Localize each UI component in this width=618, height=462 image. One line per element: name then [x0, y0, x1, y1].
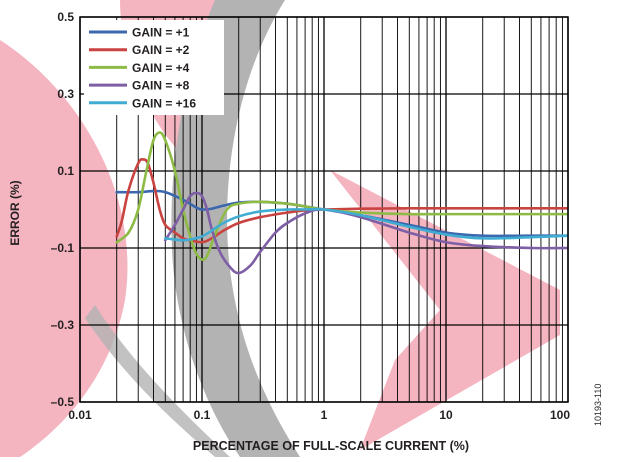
legend-label: GAIN = +8	[132, 79, 190, 93]
legend-label: GAIN = +4	[132, 61, 190, 75]
plot-border	[79, 16, 569, 403]
legend-label: GAIN = +16	[132, 96, 196, 110]
series-line-gain-4	[163, 191, 568, 275]
watermark-pink-right	[330, 170, 560, 450]
series-line-gain-2	[115, 158, 568, 244]
series-lines	[115, 131, 568, 275]
legend: GAIN = +1 GAIN = +2 GAIN = +4 GAIN = +8 GAIN…	[84, 20, 224, 115]
plot-frame	[79, 16, 569, 403]
y-tick-label: –0.5	[51, 395, 75, 409]
figure-id: 10193-110	[593, 384, 603, 426]
y-tick-label: 0.1	[57, 164, 74, 178]
y-tick-label: 0.3	[57, 87, 74, 101]
legend-label: GAIN = +2	[132, 43, 190, 57]
watermark-pink-left	[0, 40, 128, 457]
y-tick-label: 0.5	[57, 10, 74, 24]
legend-label: GAIN = +1	[132, 26, 190, 40]
watermark-gray-stroke	[85, 305, 230, 457]
x-tick-label: 1	[321, 408, 328, 422]
x-tick-label: 10	[439, 408, 453, 422]
y-tick-label: –0.3	[51, 318, 75, 332]
tick-labels: 0.5 0.3 0.1 –0.1 –0.3 –0.50.01 0.1 1 10 100	[51, 10, 571, 422]
y-tick-label: –0.1	[51, 241, 75, 255]
x-tick-label: 0.1	[194, 408, 211, 422]
y-axis-label: ERROR (%)	[8, 180, 22, 245]
x-tick-label: 100	[550, 408, 570, 422]
x-tick-label: 0.01	[68, 408, 92, 422]
series-line-gain-5	[163, 207, 568, 242]
x-axis-label: PERCENTAGE OF FULL-SCALE CURRENT (%)	[193, 439, 469, 453]
